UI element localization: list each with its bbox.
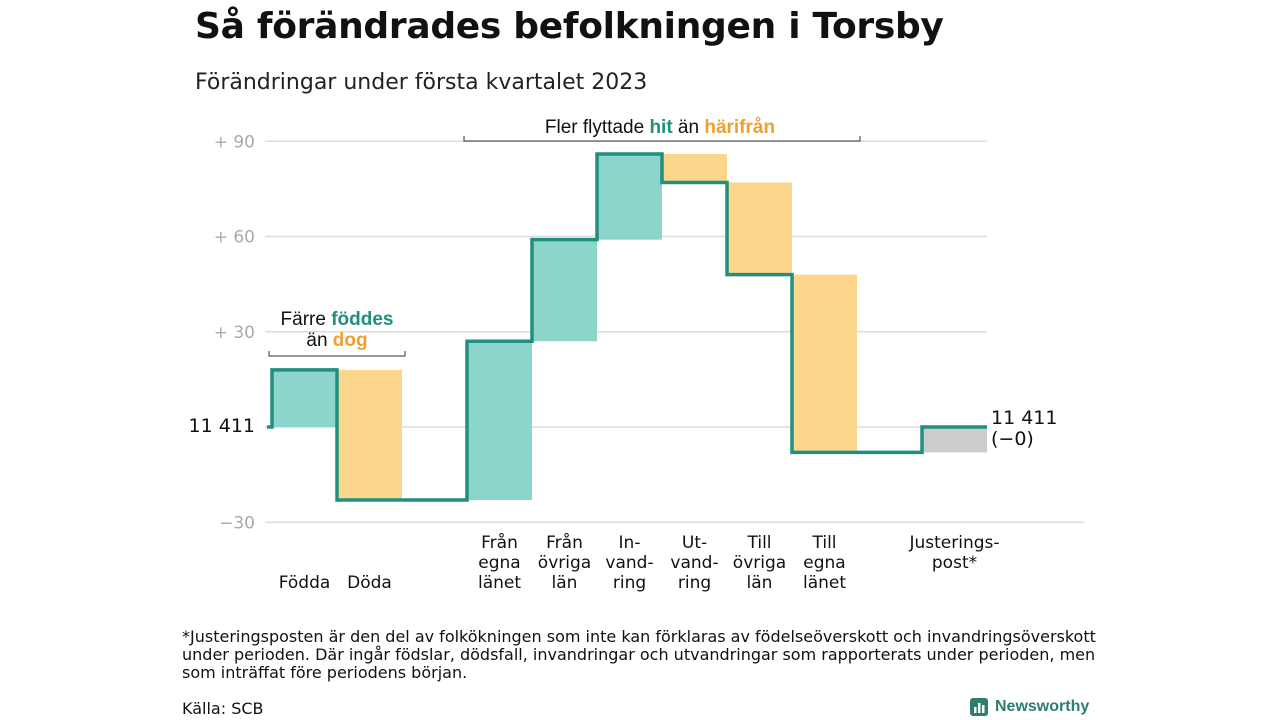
category-label: Ut- [682, 533, 707, 553]
waterfall-bar [337, 369, 402, 501]
births-annotation-line2: än dog [306, 330, 367, 351]
annotation-text: än [306, 330, 332, 351]
category-label: Justerings- [908, 533, 999, 553]
annotation-text: än [673, 117, 705, 138]
chart-subtitle: Förändringar under första kvartalet 2023 [195, 70, 648, 95]
waterfall-bar [792, 274, 857, 453]
category-label: vand- [605, 553, 653, 573]
y-tick-label: + 30 [214, 323, 255, 343]
baseline-value-label: 11 411 [189, 415, 255, 437]
annotation-text: Färre [281, 309, 332, 330]
y-tick-label: + 90 [214, 132, 255, 152]
y-tick-label: + 60 [214, 228, 255, 248]
category-label: ring [613, 573, 646, 593]
waterfall-bar [922, 427, 987, 453]
category-label: Till [746, 533, 771, 553]
category-label: egna [478, 553, 520, 573]
category-label: län [747, 573, 773, 593]
end-value-label: 11 411 [991, 407, 1057, 429]
waterfall-bar [272, 369, 337, 427]
category-label: övriga [733, 553, 786, 573]
category-label: övriga [538, 553, 591, 573]
source-text: Källa: SCB [182, 699, 264, 718]
migration-bracket [463, 136, 861, 142]
category-label: länet [478, 573, 521, 593]
annotation-highlight-orange: dog [333, 330, 368, 351]
waterfall-bar [662, 153, 727, 183]
births-bracket [268, 351, 406, 357]
end-change-label: (−0) [991, 428, 1034, 450]
category-label: egna [803, 553, 845, 573]
step-line [267, 152, 987, 502]
category-label: Till [811, 533, 836, 553]
waterfall-bar [597, 153, 662, 240]
births-annotation-line1: Färre föddes [281, 309, 394, 330]
category-label: Födda [279, 573, 331, 593]
newsworthy-logo[interactable]: Newsworthy [969, 697, 1089, 717]
y-tick-label: −30 [219, 513, 255, 533]
annotation-text: Fler flyttade [545, 117, 650, 138]
annotation-highlight-teal: föddes [331, 309, 393, 330]
category-label: In- [619, 533, 641, 553]
chart-title: Så förändrades befolkningen i Torsby [195, 6, 944, 47]
logo-text: Newsworthy [995, 698, 1090, 715]
category-label: vand- [670, 553, 718, 573]
waterfall-bar [467, 341, 532, 501]
bar-chart-icon [970, 698, 988, 716]
footnote: *Justeringsposten är den del av folkökni… [182, 627, 1096, 682]
category-label: län [552, 573, 578, 593]
category-label: post* [932, 553, 977, 573]
category-label: länet [803, 573, 846, 593]
annotation-highlight: hit [649, 117, 673, 138]
category-label: Från [546, 532, 583, 553]
migration-annotation: Fler flyttade hit än härifrån [545, 117, 775, 138]
category-label: Döda [347, 573, 392, 593]
annotation-highlight: härifrån [704, 117, 775, 138]
waterfall-bar [532, 239, 597, 342]
category-label: ring [678, 573, 711, 593]
waterfall-bar [727, 182, 792, 275]
category-label: Från [481, 532, 518, 553]
